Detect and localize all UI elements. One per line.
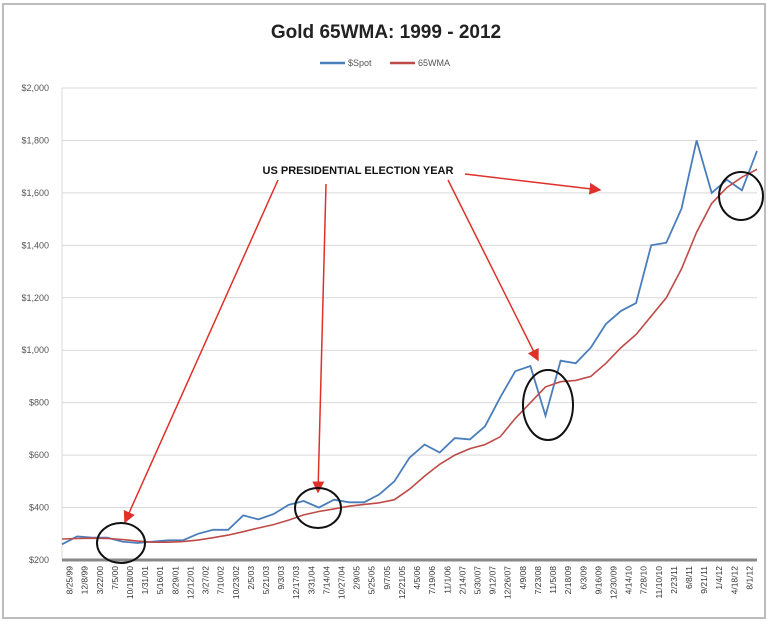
y-tick-label: $1,000 [21,345,49,355]
legend: $Spot 65WMA [320,58,450,68]
x-tick-label: 8/1/12 [744,566,754,590]
y-tick-label: $1,600 [21,188,49,198]
x-tick-label: 2/18/09 [563,566,573,595]
x-tick-label: 10/23/02 [231,566,241,599]
election-year-circle [522,369,574,441]
annotation-arrow [464,173,602,195]
election-year-circle [96,522,146,564]
x-tick-label: 7/10/02 [216,566,226,595]
x-tick-label: 7/5/00 [110,566,120,590]
x-tick-label: 12/30/09 [608,566,618,599]
chart-title: Gold 65WMA: 1999 - 2012 [271,22,501,43]
x-tick-label: 7/19/06 [427,566,437,595]
x-tick-label: 3/22/00 [95,566,105,595]
x-tick-label: 8/25/99 [65,566,75,595]
x-tick-label: 5/30/07 [472,566,482,595]
y-tick-label: $1,400 [21,240,49,250]
x-tick-label: 11/10/10 [654,566,664,599]
x-tick-label: 3/27/02 [201,566,211,595]
annotation-arrow [312,183,327,494]
x-tick-label: 12/12/01 [185,566,195,599]
election-year-circle [718,171,764,221]
x-tick-label: 11/1/06 [442,566,452,594]
legend-label-wma: 65WMA [418,58,450,68]
annotation-arrow [447,179,539,362]
legend-label-spot: $Spot [348,58,372,68]
annotation-text: US PRESIDENTIAL ELECTION YEAR [263,165,454,177]
x-tick-label: 4/5/06 [412,566,422,590]
y-tick-label: $400 [29,503,49,513]
spot-line [61,140,758,546]
x-tick-label: 5/16/01 [155,566,165,595]
x-tick-label: 10/27/04 [337,566,347,599]
y-tick-label: $600 [29,450,49,460]
x-tick-label: 2/14/07 [457,566,467,595]
x-tick-label: 11/5/08 [548,566,558,594]
x-tick-label: 7/28/10 [639,566,649,595]
y-tick-label: $200 [29,555,49,565]
x-tick-label: 6/8/11 [684,566,694,589]
x-tick-label: 9/7/05 [382,566,392,590]
x-tick-label: 12/17/03 [291,566,301,599]
x-tick-label: 2/5/03 [246,566,256,590]
x-tick-label: 1/31/01 [140,566,150,595]
x-tick-label: 4/9/08 [518,566,528,590]
y-tick-label: $800 [29,398,49,408]
x-tick-label: 6/3/09 [578,566,588,590]
x-tick-label: 9/16/09 [593,566,603,595]
wma-line [61,168,758,544]
annotation-group: US PRESIDENTIAL ELECTION YEAR [96,165,764,564]
x-tick-label: 4/18/12 [729,566,739,595]
x-tick-label: 5/25/05 [367,566,377,595]
annotation-arrow [123,179,279,524]
x-tick-label: 3/31/04 [306,566,316,595]
y-tick-label: $1,800 [21,135,49,145]
x-tick-label: 9/21/11 [699,566,709,594]
x-tick-label: 5/21/03 [261,566,271,595]
x-tick-label: 12/21/05 [397,566,407,599]
x-tick-label: 7/23/08 [533,566,543,595]
x-tick-label: 8/29/01 [170,566,180,595]
x-tick-label: 1/4/12 [714,566,724,590]
x-tick-label: 10/18/00 [125,566,135,599]
x-tick-label: 9/3/03 [276,566,286,590]
election-year-circle [294,487,342,529]
x-tick-label: 2/9/05 [352,566,362,590]
x-tick-label: 9/12/07 [488,566,498,595]
x-tick-label: 12/8/99 [80,566,90,595]
x-tick-label: 2/23/11 [669,566,679,594]
y-tick-label: $1,200 [21,293,49,303]
x-tick-label: 7/14/04 [321,566,331,595]
x-tick-label: 4/14/10 [624,566,634,595]
y-tick-label: $2,000 [21,83,49,93]
x-tick-label: 12/26/07 [503,566,513,599]
